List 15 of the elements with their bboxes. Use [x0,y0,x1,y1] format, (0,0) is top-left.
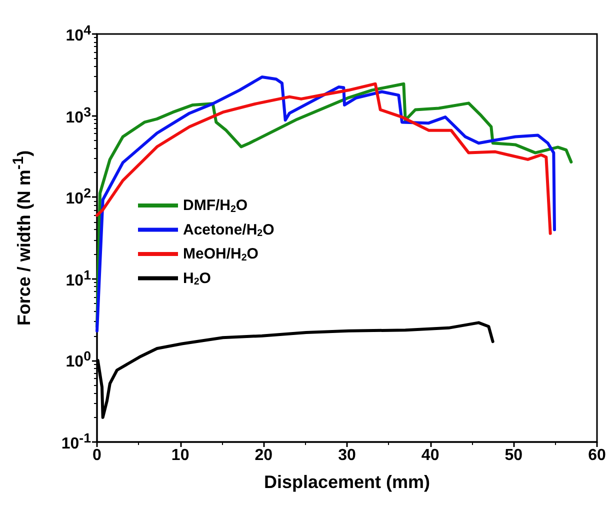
y-tick-label: 10$^{4}$ [66,22,91,45]
y-tick-label: 10$^{0}$ [66,348,91,372]
line-series [96,82,552,235]
x-tick-label: 0 [92,447,102,464]
x-tick-label: 20 [254,447,273,464]
x-tick-label: 60 [588,447,606,464]
x-tick-label: 50 [504,447,523,464]
y-tick-label: 10$^{2}$ [66,186,91,208]
x-tick-label: 10 [171,447,190,464]
y-tick-label: 10$^{3}$ [66,104,91,126]
x-axis-title: Displacement (mm) [264,472,430,492]
y-tick-label: 10$^{1}$ [66,267,91,290]
y-tick-label: 10$^{-1}$ [61,430,91,453]
x-tick-label: 30 [338,447,356,464]
x-tick-label: 40 [421,447,440,464]
